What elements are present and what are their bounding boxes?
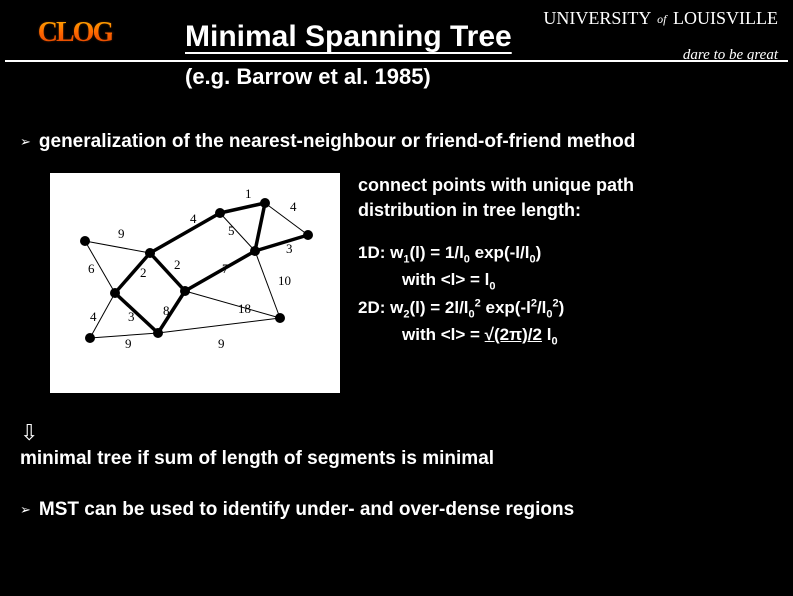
header-divider bbox=[5, 60, 788, 62]
svg-text:6: 6 bbox=[88, 261, 95, 276]
minimal-text: minimal tree if sum of length of segment… bbox=[20, 448, 773, 470]
svg-text:9: 9 bbox=[218, 336, 225, 351]
svg-text:7: 7 bbox=[222, 261, 229, 276]
svg-text:10: 10 bbox=[278, 273, 291, 288]
formula-2d: 2D: w2(l) = 2l/l02 exp(-l2/l02) bbox=[358, 296, 634, 323]
formula-1d-with: with <l> = l0 bbox=[358, 268, 634, 295]
svg-text:1: 1 bbox=[245, 186, 252, 201]
intro-line-2: distribution in tree length: bbox=[358, 198, 634, 223]
down-arrow-icon: ⇩ bbox=[20, 420, 773, 446]
logo-text: CLOG bbox=[38, 17, 112, 49]
svg-text:3: 3 bbox=[286, 241, 293, 256]
university-name: UNIVERSITY of LOUISVILLE bbox=[543, 8, 778, 29]
page-title: Minimal Spanning Tree bbox=[185, 20, 512, 54]
svg-text:2: 2 bbox=[140, 265, 147, 280]
bullet-1-text: generalization of the nearest-neighbour … bbox=[39, 130, 635, 155]
mid-section: 9 6 4 9 18 10 5 4 9 2 2 8 3 4 1 3 7 connect points with … bbox=[50, 173, 773, 393]
formula-block: 1D: w1(l) = 1/l0 exp(-l/l0) with <l> = l… bbox=[358, 241, 634, 350]
content-area: ➢ generalization of the nearest-neighbou… bbox=[0, 130, 793, 393]
diagram-caption: connect points with unique path distribu… bbox=[358, 173, 634, 393]
svg-text:4: 4 bbox=[290, 199, 297, 214]
formula-2d-with: with <l> = √(2π)/2 l0 bbox=[358, 323, 634, 350]
slide-header: CLOG UNIVERSITY of LOUISVILLE dare to be… bbox=[0, 0, 793, 90]
svg-text:3: 3 bbox=[128, 309, 135, 324]
svg-text:4: 4 bbox=[90, 309, 97, 324]
bullet-3: ➢ MST can be used to identify under- and… bbox=[20, 498, 773, 523]
svg-text:18: 18 bbox=[238, 301, 251, 316]
svg-text:9: 9 bbox=[118, 226, 125, 241]
bullet-3-text: MST can be used to identify under- and o… bbox=[39, 498, 574, 523]
bullet-icon: ➢ bbox=[20, 134, 31, 150]
svg-text:8: 8 bbox=[163, 303, 170, 318]
page-subtitle: (e.g. Barrow et al. 1985) bbox=[185, 64, 431, 90]
bullet-icon: ➢ bbox=[20, 502, 31, 518]
bullet-1: ➢ generalization of the nearest-neighbou… bbox=[20, 130, 773, 155]
mst-diagram: 9 6 4 9 18 10 5 4 9 2 2 8 3 4 1 3 7 bbox=[50, 173, 340, 393]
lower-area: ⇩ minimal tree if sum of length of segme… bbox=[0, 420, 793, 541]
svg-text:9: 9 bbox=[125, 336, 132, 351]
svg-text:4: 4 bbox=[190, 211, 197, 226]
formula-1d: 1D: w1(l) = 1/l0 exp(-l/l0) bbox=[358, 241, 634, 268]
university-brand: UNIVERSITY of LOUISVILLE dare to be grea… bbox=[543, 8, 778, 64]
svg-text:2: 2 bbox=[174, 257, 181, 272]
intro-line-1: connect points with unique path bbox=[358, 173, 634, 198]
svg-text:5: 5 bbox=[228, 223, 235, 238]
logo: CLOG bbox=[10, 5, 140, 60]
